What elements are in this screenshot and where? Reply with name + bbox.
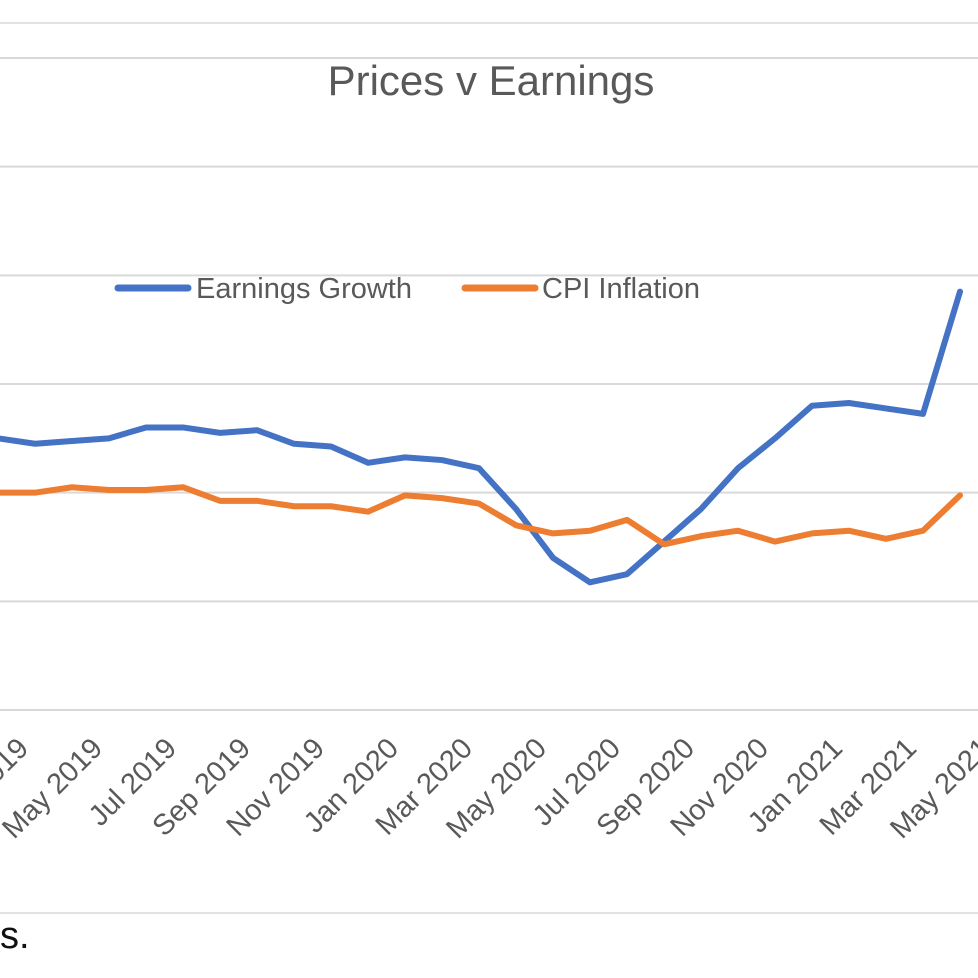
- gridlines: [0, 57, 978, 711]
- chart-title: Prices v Earnings: [328, 57, 655, 104]
- top-divider: [0, 22, 978, 24]
- series-line-cpi-inflation: [0, 484, 963, 548]
- series-lines: [0, 288, 963, 586]
- footer-caption: s.: [0, 915, 30, 957]
- bottom-divider: [0, 912, 978, 914]
- legend: Earnings Growth CPI Inflation: [114, 273, 700, 305]
- legend-label-cpi-inflation: CPI Inflation: [542, 273, 700, 305]
- line-chart: Prices v Earnings Earnings Growth CPI In…: [0, 57, 978, 845]
- series-line-earnings-growth: [0, 288, 963, 586]
- legend-label-earnings-growth: Earnings Growth: [196, 273, 412, 305]
